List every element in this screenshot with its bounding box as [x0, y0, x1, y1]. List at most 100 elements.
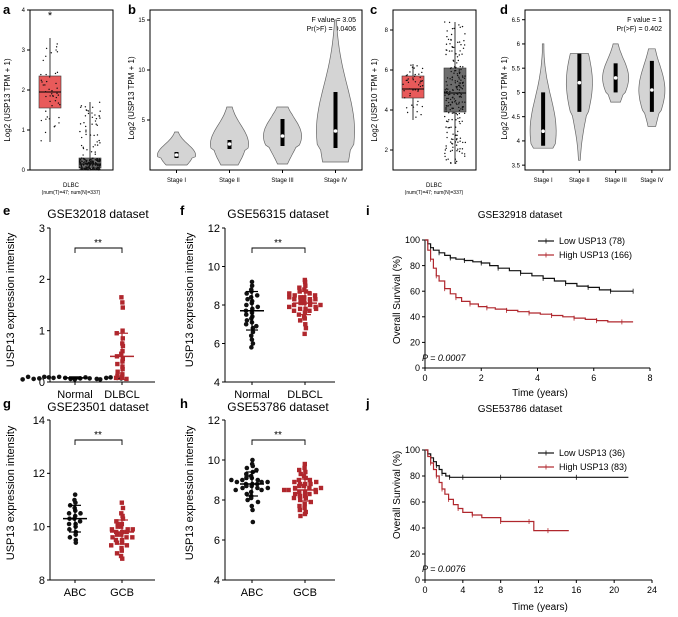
c-point — [462, 141, 464, 144]
f-point — [244, 291, 249, 296]
i-curve-low — [425, 239, 634, 292]
h-point — [240, 485, 245, 491]
c-point — [464, 75, 466, 77]
b-x-tick-label: Stage I — [167, 178, 186, 184]
g-x-tick-label: GCB — [110, 587, 134, 599]
c-point — [454, 99, 457, 102]
a-point — [87, 112, 90, 115]
c-point — [454, 101, 456, 103]
h-point — [303, 469, 308, 475]
a-point — [45, 55, 47, 57]
g-point — [114, 540, 120, 545]
a-point — [92, 146, 94, 148]
i-x-tick-label: 0 — [422, 373, 427, 383]
h-point — [302, 461, 307, 467]
a-point — [57, 94, 60, 96]
c-point — [454, 141, 457, 143]
a-point — [95, 159, 98, 162]
h-point — [297, 493, 303, 499]
c-point — [417, 84, 420, 86]
g-point — [114, 551, 120, 556]
g-point — [119, 511, 124, 516]
h-point — [259, 479, 264, 485]
c-point — [447, 120, 449, 123]
c-point — [461, 148, 464, 150]
c-point — [456, 80, 459, 83]
e-point — [46, 375, 52, 380]
c-point — [446, 30, 448, 32]
c-point — [463, 153, 466, 155]
panel-letter-j: j — [365, 396, 370, 411]
f-y-tick-label: 10 — [208, 261, 220, 273]
a-point — [91, 160, 93, 163]
a-point — [90, 169, 92, 171]
e-point — [87, 376, 92, 381]
c-point — [451, 149, 454, 152]
c-point — [446, 136, 448, 139]
a-point — [94, 164, 97, 166]
h-point — [292, 479, 297, 485]
b-violin — [157, 131, 196, 166]
e-y-tick-label: 2 — [39, 274, 45, 286]
c-point — [458, 103, 460, 105]
a-point — [85, 131, 87, 133]
c-point — [461, 88, 464, 90]
a-point — [91, 168, 94, 171]
c-point — [455, 53, 457, 55]
panel-b-ylabel: Log2 (USP13 TPM + 1) — [127, 56, 136, 140]
a-point — [92, 157, 94, 159]
panel-letter-c: c — [370, 2, 377, 17]
d-y-tick-label: 4.5 — [512, 115, 521, 121]
c-point — [458, 89, 461, 91]
a-point — [89, 134, 92, 136]
b-median-dot — [333, 129, 338, 133]
g-point — [120, 505, 126, 511]
g-y-tick-label: 8 — [39, 575, 45, 587]
h-point — [307, 477, 313, 483]
j-y-tick-label: 20 — [410, 549, 420, 559]
e-point — [120, 328, 125, 333]
c-point — [407, 78, 409, 80]
a-point — [51, 89, 53, 92]
c-point — [450, 138, 453, 140]
g-point — [77, 519, 83, 524]
g-point — [118, 524, 124, 529]
c-point — [456, 56, 459, 58]
c-point — [450, 39, 452, 41]
c-point — [408, 88, 411, 90]
h-point — [303, 475, 308, 481]
c-point — [445, 145, 447, 147]
a-point — [86, 164, 88, 166]
f-point — [302, 331, 307, 337]
b-x-tick-label: Stage III — [271, 178, 294, 184]
d-y-tick-label: 4 — [517, 139, 521, 145]
c-point — [416, 111, 418, 113]
a-point — [96, 163, 99, 166]
c-point — [447, 94, 450, 96]
h-point — [318, 485, 324, 491]
f-point — [292, 297, 297, 302]
c-point — [445, 88, 448, 90]
a-point — [98, 158, 101, 160]
c-point — [459, 137, 462, 139]
h-point — [259, 487, 264, 493]
a-point — [48, 76, 51, 78]
e-point — [120, 356, 126, 362]
c-point — [451, 79, 453, 81]
f-y-tick-label: 4 — [214, 377, 220, 389]
a-point — [85, 168, 87, 170]
c-point — [459, 92, 461, 94]
h-point — [296, 477, 302, 483]
c-point — [462, 85, 465, 87]
a-point — [90, 163, 92, 165]
c-point — [445, 108, 447, 110]
a-point — [82, 147, 85, 150]
h-point — [250, 457, 255, 463]
c-point — [445, 49, 447, 51]
c-point — [460, 68, 462, 71]
a-point — [79, 169, 81, 171]
a-point — [89, 161, 92, 163]
a-point — [83, 121, 85, 124]
a-point — [94, 159, 97, 161]
a-point — [55, 82, 57, 85]
